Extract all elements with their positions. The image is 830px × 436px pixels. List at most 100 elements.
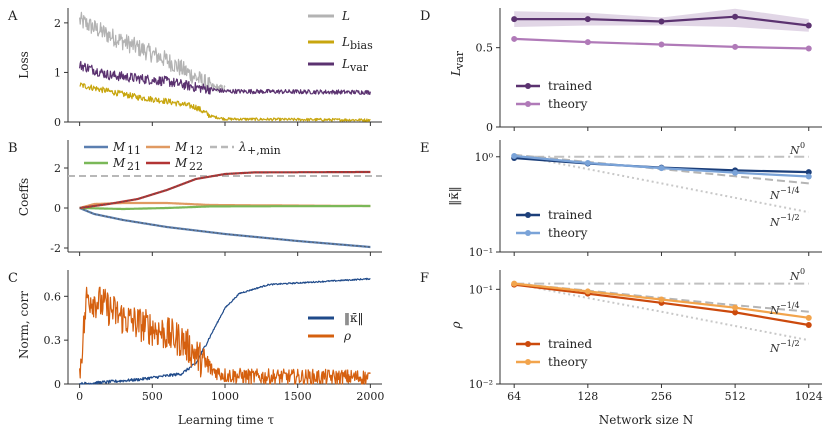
panel-letter-d: D: [420, 9, 430, 24]
panel-e-ref-annotations: N 0 N −1/4 N −1/2: [769, 141, 805, 229]
legend-label-e-trained: trained: [548, 208, 592, 222]
y-tick-label: 2: [54, 17, 61, 30]
panel-f-legend: trained theory: [516, 337, 592, 369]
e-ref-n14-exp: −1/4: [780, 186, 800, 195]
panel-e-plot: 10⁻¹ 10⁰: [469, 140, 822, 259]
legend-marker-f-trained: [525, 341, 531, 347]
panel-a-ylabel: Loss: [17, 51, 31, 79]
legend-label-L: L: [341, 9, 350, 23]
series-line-M11: [79, 206, 371, 249]
data-point-theory: [805, 314, 812, 321]
legend-sub-var: var: [349, 61, 369, 74]
legend-label-d-theory: theory: [548, 97, 588, 111]
x-tick-label: 256: [651, 390, 672, 403]
panel-c-plot: 0 0.3 0.6 0 500 1000 1500 2000: [44, 270, 384, 403]
series-dotted-overlay-M11: [79, 207, 371, 248]
panel-d: D L var 00.5 trained theory: [420, 8, 822, 134]
y-tick-label: 10⁻¹: [469, 283, 493, 296]
series-line-M22: [79, 170, 371, 210]
f-ref-n0: N: [789, 270, 800, 283]
data-point-trained: [732, 13, 739, 20]
x-tick-label: 512: [725, 390, 746, 403]
panel-c-legend: ‖κ̄‖ ρ: [308, 311, 364, 343]
e-ref-n12-exp: −1/2: [780, 213, 800, 222]
panel-a-legend: L L bias L var: [308, 9, 373, 74]
data-point-theory: [805, 45, 812, 52]
panel-letter-c: C: [8, 271, 18, 286]
data-point-trained: [732, 309, 739, 316]
legend-marker-e-theory: [525, 230, 531, 236]
data-point-trained: [511, 16, 518, 23]
f-ref-n14-exp: −1/4: [780, 301, 800, 310]
legend-marker-f-theory: [525, 359, 531, 365]
legend-label-M22: M: [174, 156, 188, 170]
legend-sub-11: 11: [127, 144, 141, 157]
data-point-theory: [584, 288, 591, 295]
panel-f: F ρ 10⁻² 10⁻¹ 64 128 256 512 1024 trained theo…: [420, 267, 823, 427]
f-ref-n14: N: [769, 304, 780, 317]
series-line-Lvar: [79, 60, 371, 96]
e-ref-n12: N: [769, 216, 780, 229]
legend-marker-d-theory: [525, 101, 531, 107]
x-tick-label: 0: [76, 390, 83, 403]
data-point-theory: [732, 43, 739, 50]
x-tick-label: 128: [577, 390, 598, 403]
legend-label-rho: ρ: [343, 329, 351, 343]
y-tick-label: 0.3: [44, 334, 62, 347]
panel-d-plot: 00.5: [476, 8, 822, 134]
data-point-trained: [805, 169, 812, 176]
x-tick-label: 500: [142, 390, 163, 403]
panel-f-plot: 10⁻² 10⁻¹ 64 128 256 512 1024: [469, 270, 823, 403]
data-point-trained: [805, 22, 812, 29]
panel-letter-a: A: [7, 9, 18, 24]
data-point-theory: [584, 39, 591, 46]
panel-f-xlabel: Network size N: [599, 413, 693, 427]
y-tick-label: 10⁻¹: [469, 246, 493, 259]
reference-line-dotted: [514, 153, 809, 214]
panel-e-legend: trained theory: [516, 208, 592, 240]
series-line-M21: [79, 204, 371, 211]
x-tick-label: 1024: [795, 390, 823, 403]
y-tick-label: 1: [54, 66, 61, 79]
x-tick-label: 1500: [284, 390, 312, 403]
legend-label-M12: M: [174, 140, 188, 154]
f-ref-n12-exp: −1/2: [780, 339, 800, 348]
panel-letter-b: B: [8, 141, 18, 156]
data-point-theory: [805, 173, 812, 180]
panel-c: C Norm, corr 0 0.3 0.6 0 500 1000 1500 2000 ‖κ̄…: [8, 270, 384, 427]
data-point-theory: [732, 304, 739, 311]
panel-a: A Loss 0 1 2 L L bias L var: [7, 8, 382, 129]
panel-b-ylabel: Coeffs: [17, 178, 31, 216]
legend-label-Lbias: L: [341, 35, 350, 49]
y-tick-label: -2: [50, 242, 61, 255]
data-point-theory: [658, 41, 665, 48]
data-point-theory: [511, 280, 518, 287]
series-line-L: [79, 11, 226, 93]
panel-d-legend: trained theory: [516, 79, 592, 111]
legend-sub-21: 21: [127, 160, 141, 173]
y-tick-label: 10⁻²: [469, 378, 493, 391]
data-point-theory: [658, 296, 665, 303]
legend-marker-e-trained: [525, 212, 531, 218]
data-point-theory: [732, 169, 739, 176]
panel-letter-e: E: [420, 141, 430, 156]
panel-b: B Coeffs -2 0 2 M 11 M 12 M 21 M 22 λ +,mi…: [8, 140, 382, 256]
panel-letter-f: F: [420, 271, 429, 286]
data-point-theory: [511, 35, 518, 42]
x-tick-label: 1000: [211, 390, 239, 403]
y-tick-label: 0: [54, 202, 61, 215]
data-point-trained: [584, 16, 591, 23]
panel-f-ref-annotations: N 0 N −1/4 N −1/2: [769, 267, 805, 355]
y-tick-label: 0: [54, 378, 61, 391]
legend-label-Lvar: L: [341, 57, 350, 71]
data-point-trained: [805, 321, 812, 328]
panel-d-ylabel: L: [449, 68, 463, 77]
panel-a-plot: 0 1 2: [54, 8, 382, 129]
legend-label-e-theory: theory: [548, 226, 588, 240]
legend-label-M21: M: [112, 156, 126, 170]
data-point-theory: [584, 160, 591, 167]
legend-sub-12: 12: [189, 144, 203, 157]
panel-e-ylabel: ‖κ̄‖: [447, 186, 461, 206]
legend-sub-lambda: +,min: [247, 144, 281, 157]
